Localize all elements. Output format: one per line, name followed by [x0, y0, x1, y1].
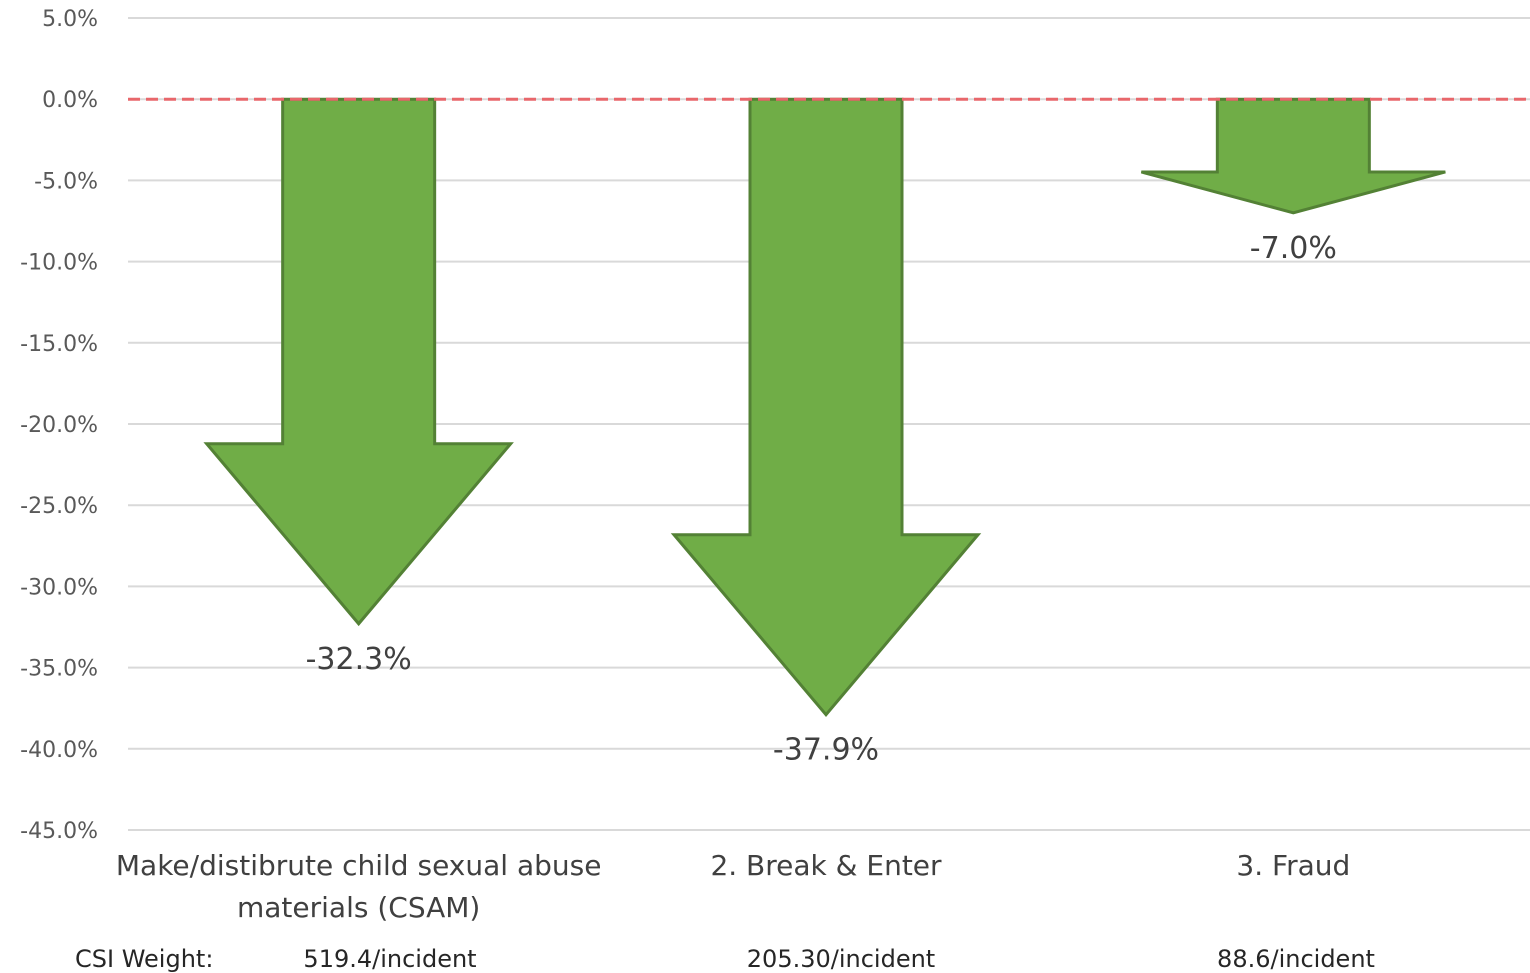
y-tick-label: 5.0% — [42, 7, 98, 32]
data-labels: -32.3% -37.9% -7.0% — [306, 231, 1337, 768]
y-tick-label: -30.0% — [20, 575, 98, 600]
csi-weights: CSI Weight: 519.4/incident 205.30/incident… — [75, 945, 1375, 973]
csi-weight-value: 519.4/incident — [303, 945, 476, 973]
csi-weight-value: 205.30/incident — [747, 945, 935, 973]
category-label: 3. Fraud — [1236, 849, 1350, 882]
y-tick-label: -15.0% — [20, 332, 98, 357]
bar-arrow — [203, 97, 514, 627]
category-labels: Make/distibrute child sexual abuse materi… — [116, 849, 1350, 924]
y-tick-label: -35.0% — [20, 657, 98, 682]
y-tick-label: -20.0% — [20, 413, 98, 438]
y-axis-ticks: 5.0% 0.0% -5.0% -10.0% -15.0% -20.0% -25.0% -30… — [20, 7, 98, 844]
csi-weight-value: 88.6/incident — [1217, 945, 1375, 973]
data-label: -7.0% — [1250, 231, 1337, 266]
csi-weight-label: CSI Weight: — [75, 945, 213, 973]
data-label: -32.3% — [306, 642, 412, 677]
y-tick-label: -40.0% — [20, 738, 98, 763]
y-tick-label: 0.0% — [42, 88, 98, 113]
y-tick-label: -5.0% — [34, 169, 98, 194]
y-tick-label: -45.0% — [20, 819, 98, 844]
data-label: -37.9% — [773, 733, 879, 768]
category-label: materials (CSAM) — [237, 891, 480, 924]
y-tick-label: -10.0% — [20, 251, 98, 276]
category-label: Make/distibrute child sexual abuse — [116, 849, 602, 882]
bar-arrow — [670, 97, 982, 718]
bars — [203, 97, 1446, 718]
y-tick-label: -25.0% — [20, 494, 98, 519]
category-label: 2. Break & Enter — [710, 849, 942, 882]
bar-arrow — [1140, 97, 1446, 215]
